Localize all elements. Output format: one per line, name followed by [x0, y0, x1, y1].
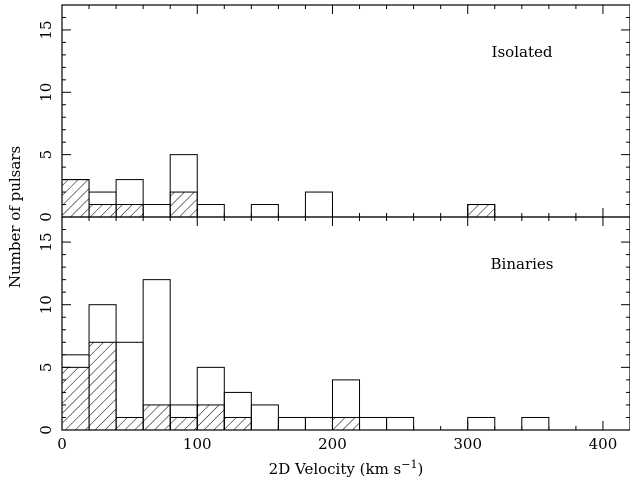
binaries-y-tick-label: 5 [37, 363, 55, 373]
binaries-open-bar [250, 404, 279, 431]
binaries-hatched-bar [88, 341, 117, 431]
binaries-hatched-bar [142, 404, 171, 431]
x-tick-label: 300 [453, 435, 482, 453]
isolated-hatched-bar [467, 204, 496, 218]
isolated-open-bar [304, 191, 333, 218]
binaries-hatched-bar [196, 404, 225, 431]
binaries-hatched-bar [61, 366, 90, 431]
binaries-open-bar [386, 416, 415, 431]
binaries-y-tick-label: 10 [37, 295, 55, 314]
binaries-y-tick-label: 15 [37, 233, 55, 252]
isolated-hatched-bar [88, 204, 117, 218]
isolated-open-bar [250, 204, 279, 218]
binaries-open-bar [467, 416, 496, 431]
isolated-panel-label: Isolated [492, 43, 553, 61]
isolated-y-tick-label: 5 [37, 150, 55, 160]
isolated-y-tick-label: 0 [37, 212, 55, 222]
binaries-frame [61, 216, 630, 431]
isolated-panel: 0 5 10 15 Isolated [37, 4, 630, 222]
x-axis-title-main: 2D Velocity (km s [269, 460, 402, 478]
binaries-panel-label: Binaries [491, 255, 554, 273]
x-tick-label: 0 [57, 435, 67, 453]
x-axis-title: 2D Velocity (km s−1) [269, 458, 424, 478]
x-tick-label: 400 [589, 435, 618, 453]
binaries-hatched-bar [115, 416, 144, 431]
isolated-hatched-bar [169, 191, 198, 218]
isolated-hatched-bar [115, 204, 144, 218]
binaries-open-bar [277, 416, 306, 431]
isolated-open-bar [142, 204, 171, 218]
isolated-y-tick-label: 10 [37, 83, 55, 102]
binaries-open-bar [115, 341, 144, 431]
binaries-open-bar [304, 416, 333, 431]
binaries-open-bar [359, 416, 388, 431]
isolated-y-tick-label: 15 [37, 20, 55, 39]
isolated-frame [61, 4, 630, 218]
x-tick-label: 200 [318, 435, 347, 453]
x-tick-label: 100 [183, 435, 212, 453]
y-axis-title: Number of pulsars [6, 146, 24, 288]
isolated-hatched-bar [61, 179, 90, 218]
binaries-open-bar [521, 416, 550, 431]
binaries-y-tick-label: 0 [37, 425, 55, 435]
binaries-hatched-bar [223, 416, 252, 431]
binaries-hatched-bar [169, 416, 198, 431]
binaries-hatched-bar [331, 416, 361, 431]
x-axis-title-exponent: −1 [401, 458, 417, 471]
isolated-open-bar [196, 204, 225, 218]
x-axis-title-close: ) [417, 460, 423, 478]
binaries-panel: 0 5 10 15 Binaries 0 100 200 300 400 [37, 216, 630, 453]
